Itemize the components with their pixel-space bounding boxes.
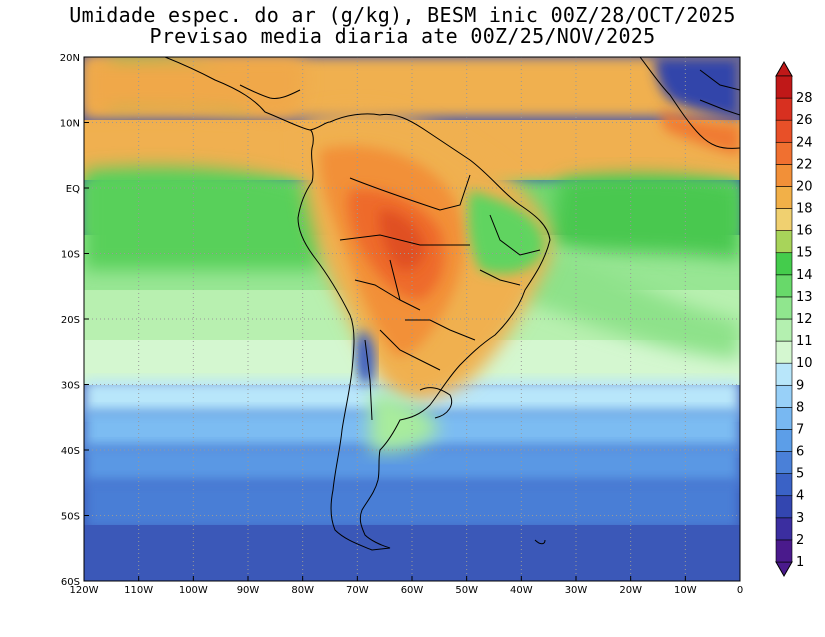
colorbar-label: 10 bbox=[796, 356, 813, 371]
colorbar-label: 5 bbox=[796, 467, 804, 482]
colorbar-label: 7 bbox=[796, 422, 804, 437]
colorbar-swatch bbox=[775, 119, 793, 143]
colorbar-swatch bbox=[775, 208, 793, 231]
lon-tick-label: 120W bbox=[70, 585, 99, 596]
lat-tick-label: 60S bbox=[61, 577, 80, 588]
colorbar-label: 11 bbox=[796, 334, 813, 349]
lat-tick-label: 20S bbox=[61, 315, 80, 326]
map-gridlines bbox=[84, 57, 740, 581]
colorbar-swatch bbox=[775, 407, 793, 430]
colorbar-swatch bbox=[775, 186, 793, 209]
colorbar-label: 14 bbox=[796, 268, 813, 283]
lon-tick-label: 30W bbox=[565, 585, 588, 596]
lat-tick-label: 10S bbox=[61, 250, 80, 261]
colorbar-swatch bbox=[775, 495, 793, 519]
title-line-1: Umidade espec. do ar (g/kg), BESM inic 0… bbox=[69, 3, 736, 27]
colorbar-swatch bbox=[775, 429, 793, 452]
lon-tick-label: 0 bbox=[737, 585, 743, 596]
lon-tick-label: 80W bbox=[291, 585, 314, 596]
colorbar-label: 6 bbox=[796, 445, 804, 460]
lon-tick-label: 40W bbox=[510, 585, 533, 596]
colorbar-label: 22 bbox=[796, 157, 813, 172]
lat-tick-label: 40S bbox=[61, 446, 80, 457]
colorbar-label: 26 bbox=[796, 113, 813, 128]
colorbar-swatch bbox=[775, 230, 793, 254]
lon-tick-label: 50W bbox=[455, 585, 478, 596]
colorbar-swatch bbox=[775, 362, 793, 386]
colorbar-swatch bbox=[775, 252, 793, 276]
colorbar-swatch bbox=[775, 451, 793, 474]
colorbar-label: 20 bbox=[796, 179, 813, 194]
colorbar-swatch bbox=[775, 384, 793, 408]
lon-tick-label: 10W bbox=[674, 585, 697, 596]
colorbar-label: 4 bbox=[796, 489, 804, 504]
coastlines bbox=[164, 57, 740, 551]
lon-tick-label: 20W bbox=[619, 585, 642, 596]
colorbar-swatch bbox=[775, 539, 793, 563]
colorbar-label: 8 bbox=[796, 400, 804, 415]
colorbar-swatch bbox=[775, 473, 793, 497]
colorbar-swatch bbox=[775, 517, 793, 541]
lon-tick-label: 70W bbox=[346, 585, 369, 596]
colorbar-low-arrow bbox=[775, 561, 793, 578]
colorbar-label: 15 bbox=[796, 246, 813, 261]
colorbar-label: 3 bbox=[796, 511, 804, 526]
colorbar-swatch bbox=[775, 164, 793, 187]
colorbar-swatch bbox=[775, 340, 793, 364]
colorbar-label: 9 bbox=[796, 378, 804, 393]
colorbar-swatch bbox=[775, 318, 793, 342]
colorbar-swatch bbox=[775, 274, 793, 298]
colorbar-label: 16 bbox=[796, 224, 813, 239]
lon-tick-label: 110W bbox=[124, 585, 153, 596]
lat-tick-label: 30S bbox=[61, 381, 80, 392]
colorbar-swatch bbox=[775, 75, 793, 99]
title-line-2: Previsao media diaria ate 00Z/25/NOV/202… bbox=[149, 24, 656, 48]
colorbar-swatch bbox=[775, 141, 793, 165]
colorbar-swatch bbox=[775, 296, 793, 320]
colorbar-label: 24 bbox=[796, 135, 813, 150]
lon-tick-label: 90W bbox=[237, 585, 260, 596]
lat-tick-label: 20N bbox=[60, 53, 80, 64]
colorbar-swatch bbox=[775, 97, 793, 121]
colorbar-label: 18 bbox=[796, 202, 813, 217]
latitude-axis: 20N 10N EQ 10S 20S 30S 40S 50S 60S bbox=[60, 53, 89, 588]
colorbar-label: 28 bbox=[796, 91, 813, 106]
colorbar-label: 1 bbox=[796, 555, 804, 570]
colorbar-label: 2 bbox=[796, 533, 804, 548]
colorbar-high-arrow bbox=[775, 60, 793, 77]
lat-tick-label: 50S bbox=[61, 512, 80, 523]
lat-tick-label: 10N bbox=[60, 119, 80, 130]
longitude-axis: 120W 110W 100W 90W 80W 70W 60W 50W 40W 30W 20W 10W 0 bbox=[70, 576, 743, 596]
lon-tick-label: 100W bbox=[179, 585, 208, 596]
lat-tick-label: EQ bbox=[66, 184, 80, 195]
colorbar-label: 12 bbox=[796, 312, 813, 327]
colorbar-label: 13 bbox=[796, 290, 813, 305]
lon-tick-label: 60W bbox=[401, 585, 424, 596]
